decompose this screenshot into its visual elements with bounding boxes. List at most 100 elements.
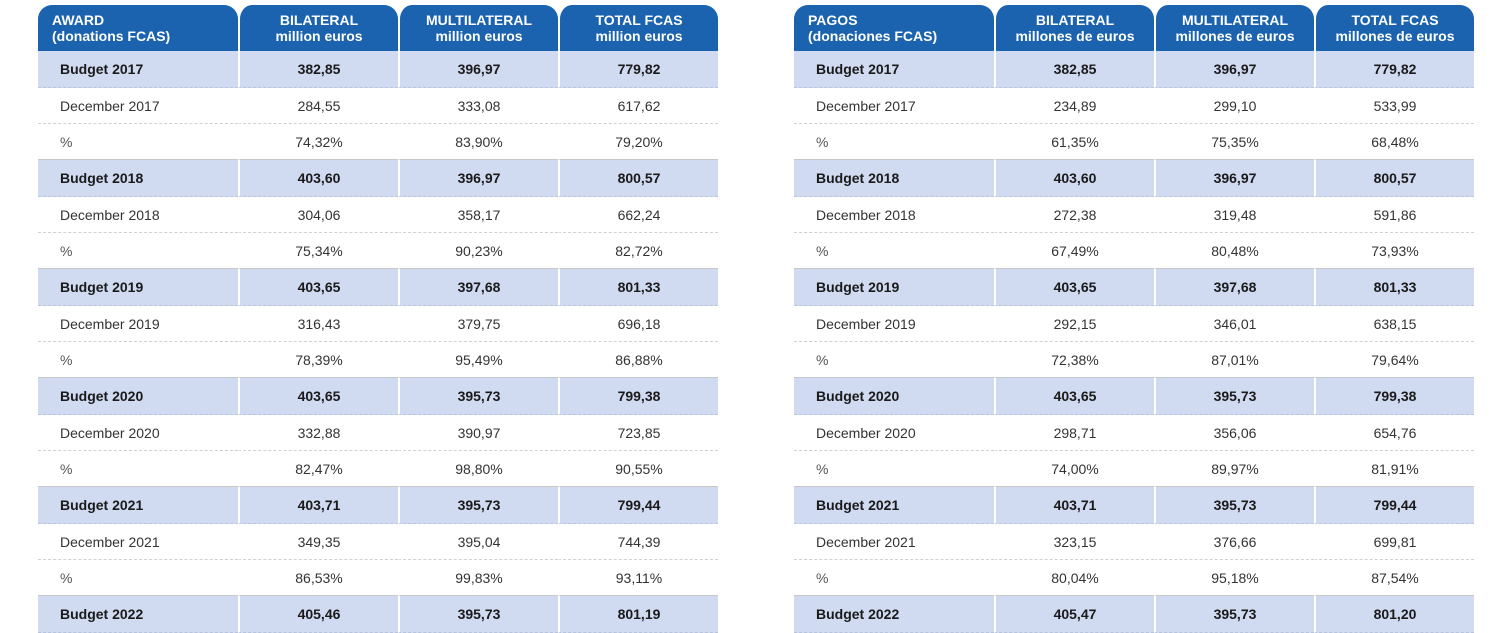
total-cell: 723,85: [558, 415, 718, 451]
total-cell: 82,72%: [558, 233, 718, 269]
budget-row: Budget 2019 403,65 397,68 801,33: [794, 269, 1474, 306]
total-cell: 800,57: [1314, 160, 1474, 197]
row-label: December 2017: [38, 88, 238, 124]
header-bilateral-title: BILATERAL: [1035, 12, 1115, 28]
budget-row: Budget 2020 403,65 395,73 799,38: [794, 378, 1474, 415]
total-cell: 638,15: [1314, 306, 1474, 342]
row-label: December 2019: [794, 306, 994, 342]
row-label: Budget 2019: [794, 269, 994, 306]
percent-row: % 86,53% 99,83% 93,11%: [38, 560, 718, 596]
row-label: December 2021: [38, 524, 238, 560]
bilateral-cell: 403,65: [238, 269, 398, 306]
multilateral-cell: 95,49%: [398, 342, 558, 378]
multilateral-cell: 99,83%: [398, 560, 558, 596]
bilateral-cell: 75,34%: [238, 233, 398, 269]
row-label: December 2020: [794, 415, 994, 451]
award-table: AWARD (donations FCAS) BILATERAL million…: [38, 5, 718, 633]
row-label: %: [38, 233, 238, 269]
total-cell: 90,55%: [558, 451, 718, 487]
total-cell: 86,88%: [558, 342, 718, 378]
header-award: AWARD (donations FCAS): [38, 5, 238, 51]
header-multilateral-title: MULTILATERAL: [1181, 12, 1288, 28]
bilateral-cell: 67,49%: [994, 233, 1154, 269]
row-label: %: [794, 233, 994, 269]
bilateral-cell: 284,55: [238, 88, 398, 124]
multilateral-cell: 395,73: [1154, 596, 1314, 633]
row-label: Budget 2018: [38, 160, 238, 197]
multilateral-cell: 396,97: [1154, 160, 1314, 197]
total-cell: 799,38: [1314, 378, 1474, 415]
header-total-unit: millones de euros: [1335, 28, 1455, 44]
percent-row: % 72,38% 87,01% 79,64%: [794, 342, 1474, 378]
multilateral-cell: 90,23%: [398, 233, 558, 269]
multilateral-cell: 83,90%: [398, 124, 558, 160]
total-cell: 799,44: [558, 487, 718, 524]
row-label: Budget 2022: [794, 596, 994, 633]
total-cell: 533,99: [1314, 88, 1474, 124]
total-cell: 801,33: [1314, 269, 1474, 306]
percent-row: % 61,35% 75,35% 68,48%: [794, 124, 1474, 160]
bilateral-cell: 316,43: [238, 306, 398, 342]
total-cell: 779,82: [558, 51, 718, 88]
header-multilateral: MULTILATERAL million euros: [398, 5, 558, 51]
bilateral-cell: 403,65: [994, 378, 1154, 415]
multilateral-cell: 396,97: [398, 160, 558, 197]
multilateral-cell: 358,17: [398, 197, 558, 233]
total-cell: 799,38: [558, 378, 718, 415]
percent-row: % 67,49% 80,48% 73,93%: [794, 233, 1474, 269]
row-label: %: [794, 342, 994, 378]
total-cell: 801,33: [558, 269, 718, 306]
total-cell: 617,62: [558, 88, 718, 124]
december-row: December 2021 349,35 395,04 744,39: [38, 524, 718, 560]
total-cell: 81,91%: [1314, 451, 1474, 487]
header-award-title: AWARD: [52, 12, 105, 28]
multilateral-cell: 319,48: [1154, 197, 1314, 233]
header-total-title: TOTAL FCAS: [595, 12, 683, 28]
total-cell: 79,64%: [1314, 342, 1474, 378]
bilateral-cell: 74,00%: [994, 451, 1154, 487]
total-cell: 744,39: [558, 524, 718, 560]
header-bilateral: BILATERAL million euros: [238, 5, 398, 51]
multilateral-cell: 333,08: [398, 88, 558, 124]
bilateral-cell: 405,46: [238, 596, 398, 633]
header-pagos-subtitle: (donaciones FCAS): [808, 28, 938, 44]
multilateral-cell: 75,35%: [1154, 124, 1314, 160]
bilateral-cell: 292,15: [994, 306, 1154, 342]
row-label: Budget 2017: [38, 51, 238, 88]
bilateral-cell: 272,38: [994, 197, 1154, 233]
row-label: Budget 2021: [794, 487, 994, 524]
bilateral-cell: 403,71: [994, 487, 1154, 524]
december-row: December 2018 272,38 319,48 591,86: [794, 197, 1474, 233]
total-cell: 68,48%: [1314, 124, 1474, 160]
row-label: Budget 2020: [794, 378, 994, 415]
total-cell: 801,20: [1314, 596, 1474, 633]
percent-row: % 82,47% 98,80% 90,55%: [38, 451, 718, 487]
bilateral-cell: 382,85: [238, 51, 398, 88]
percent-row: % 80,04% 95,18% 87,54%: [794, 560, 1474, 596]
header-pagos-title: PAGOS: [808, 12, 858, 28]
header-multilateral-unit: millones de euros: [1175, 28, 1295, 44]
header-bilateral-unit: millones de euros: [1015, 28, 1135, 44]
december-row: December 2019 316,43 379,75 696,18: [38, 306, 718, 342]
row-label: %: [794, 560, 994, 596]
budget-row: Budget 2020 403,65 395,73 799,38: [38, 378, 718, 415]
december-row: December 2021 323,15 376,66 699,81: [794, 524, 1474, 560]
total-cell: 779,82: [1314, 51, 1474, 88]
multilateral-cell: 379,75: [398, 306, 558, 342]
header-bilateral-unit: million euros: [275, 28, 363, 44]
row-label: December 2019: [38, 306, 238, 342]
bilateral-cell: 78,39%: [238, 342, 398, 378]
bilateral-cell: 403,60: [238, 160, 398, 197]
row-label: Budget 2022: [38, 596, 238, 633]
multilateral-cell: 376,66: [1154, 524, 1314, 560]
row-label: Budget 2018: [794, 160, 994, 197]
budget-row: Budget 2021 403,71 395,73 799,44: [38, 487, 718, 524]
row-label: %: [38, 124, 238, 160]
budget-row: Budget 2022 405,47 395,73 801,20: [794, 596, 1474, 633]
header-total-unit: million euros: [595, 28, 683, 44]
bilateral-cell: 61,35%: [994, 124, 1154, 160]
december-row: December 2020 332,88 390,97 723,85: [38, 415, 718, 451]
multilateral-cell: 89,97%: [1154, 451, 1314, 487]
row-label: Budget 2017: [794, 51, 994, 88]
header-total: TOTAL FCAS million euros: [558, 5, 718, 51]
